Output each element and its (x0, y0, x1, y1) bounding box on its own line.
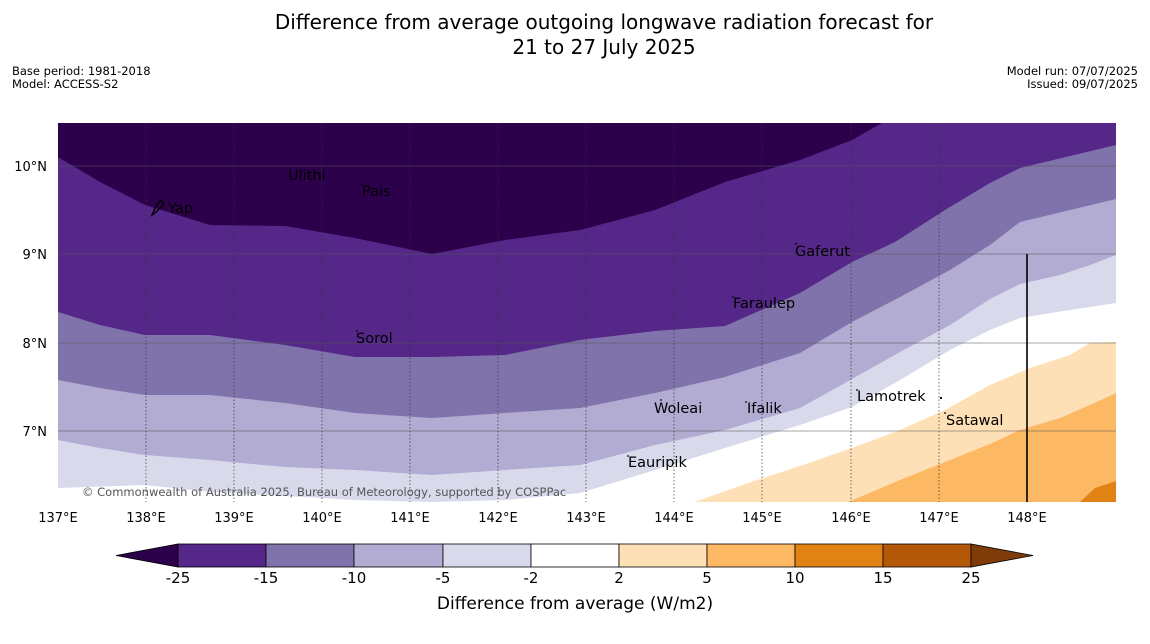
graticule (145, 123, 940, 502)
place-label-pais: Pais (362, 184, 391, 200)
band-5-10 (848, 393, 1116, 502)
cb-tick-neg15: -15 (254, 569, 279, 587)
issued-date: Issued: 09/07/2025 (1027, 77, 1138, 91)
model-run: Model run: 07/07/2025 (1006, 64, 1138, 78)
model-name: Model: ACCESS-S2 (12, 77, 119, 91)
lon-label-138e: 138°E (126, 511, 166, 526)
island-dots (289, 169, 946, 457)
lon-label-140e: 140°E (302, 511, 342, 526)
cb-tick-15: 15 (873, 569, 892, 587)
lat-label-8n: 8°N (23, 337, 48, 352)
olr-anomaly-field (58, 123, 1116, 502)
band-10-15 (1080, 481, 1116, 502)
colorbar-extend-low (115, 543, 179, 568)
place-label-ifalik: Ifalik (747, 401, 782, 417)
title-line-2: 21 to 27 July 2025 (512, 35, 696, 59)
colorbar-label: Difference from average (W/m2) (436, 594, 714, 614)
cb-tick-neg25: -25 (166, 569, 191, 587)
latitude-axis-labels: 10°N 9°N 8°N 7°N (14, 160, 47, 440)
place-label-satawal: Satawal (946, 413, 1003, 429)
cb-tick-neg5: -5 (436, 569, 451, 587)
place-label-ulithi: Ulithi (288, 168, 326, 184)
lon-label-144e: 144°E (654, 511, 694, 526)
cb-tick-neg2: -2 (524, 569, 539, 587)
colorbar-bin-7 (706, 543, 796, 568)
colorbar-bin-6 (618, 543, 708, 568)
colorbar-tick-labels: -25 -15 -10 -5 -2 2 5 10 15 25 (166, 569, 981, 587)
yap-island-outline (150, 198, 165, 217)
cb-tick-25: 25 (961, 569, 980, 587)
lat-label-10n: 10°N (14, 160, 47, 175)
latitude-lines (58, 165, 1116, 432)
cb-tick-neg10: -10 (342, 569, 367, 587)
colorbar-bin-9 (882, 543, 972, 568)
lat-label-7n: 7°N (23, 425, 48, 440)
base-period: Base period: 1981-2018 (12, 64, 151, 78)
lon-label-143e: 143°E (566, 511, 606, 526)
meta-left: Base period: 1981-2018 Model: ACCESS-S2 (12, 65, 151, 91)
place-label-woleai: Woleai (654, 401, 702, 417)
colorbar-bin-3 (353, 543, 444, 568)
colorbar-bin-5 (530, 543, 620, 568)
lat-label-9n: 9°N (23, 248, 48, 263)
colorbar-bin-8 (794, 543, 884, 568)
lon-label-142e: 142°E (478, 511, 518, 526)
place-label-gaferut: Gaferut (795, 244, 850, 260)
lon-label-147e: 147°E (919, 511, 959, 526)
colorbar-bins (177, 543, 972, 568)
place-label-sorol: Sorol (356, 331, 393, 347)
place-label-lamotrek: Lamotrek (857, 389, 926, 405)
longitude-axis-labels: 137°E 138°E 139°E 140°E 141°E 142°E 143°… (38, 511, 1047, 526)
place-label-yap: Yap (167, 201, 193, 217)
cb-tick-2: 2 (614, 569, 624, 587)
colorbar-bin-1 (177, 543, 267, 568)
copyright-notice: © Commonwealth of Australia 2025, Bureau… (82, 485, 566, 499)
lon-label-139e: 139°E (214, 511, 254, 526)
lon-label-148e: 148°E (1007, 511, 1047, 526)
place-labels: Ulithi Pais Yap Gaferut Faraulep Sorol W… (167, 168, 1003, 471)
cb-tick-10: 10 (785, 569, 804, 587)
cb-tick-5: 5 (702, 569, 712, 587)
colorbar: -25 -15 -10 -5 -2 2 5 10 15 25 (115, 543, 1034, 587)
lon-label-145e: 145°E (742, 511, 782, 526)
place-label-eauripik: Eauripik (628, 455, 687, 471)
lon-label-137e: 137°E (38, 511, 78, 526)
lon-label-146e: 146°E (831, 511, 871, 526)
lon-label-141e: 141°E (390, 511, 430, 526)
colorbar-extend-high (970, 543, 1034, 568)
place-label-faraulep: Faraulep (733, 296, 795, 312)
colorbar-bin-2 (265, 543, 355, 568)
meta-right: Model run: 07/07/2025 Issued: 09/07/2025 (1007, 65, 1138, 91)
map-title: Difference from average outgoing longwav… (0, 10, 1150, 60)
colorbar-bin-4 (442, 543, 532, 568)
title-line-1: Difference from average outgoing longwav… (274, 10, 934, 34)
